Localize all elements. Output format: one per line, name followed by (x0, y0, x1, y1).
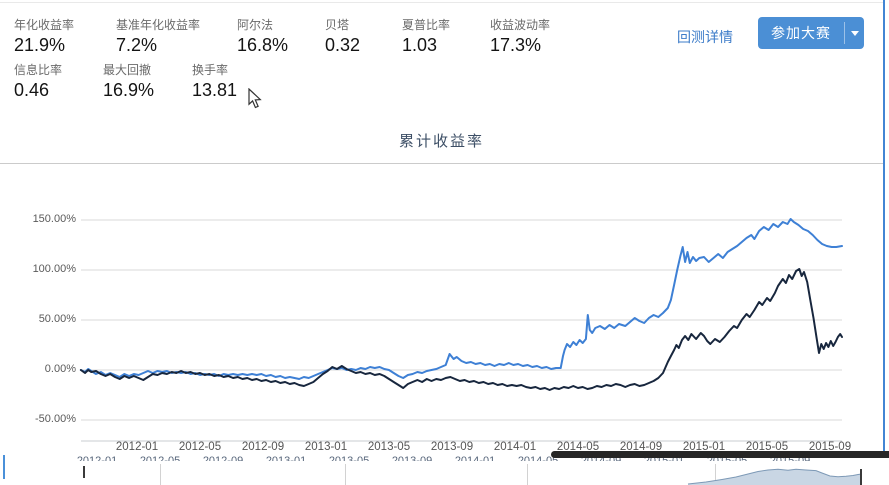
x-tick-label: 2013-05 (367, 441, 411, 453)
x-tick-label: 2013-09 (430, 441, 474, 453)
stat-volatility: 收益波动率 17.3% (490, 18, 550, 55)
clipped-axis-labels: 2012-01 2012-05 2012-09 2013-01 2013-05 2013-… (0, 455, 889, 461)
button-divider (844, 22, 845, 44)
stat-label: 贝塔 (325, 18, 350, 32)
right-panel-border (883, 0, 885, 452)
stat-value: 16.8% (237, 35, 289, 55)
x-tick-label: 2013-01 (304, 441, 348, 453)
stat-label: 阿尔法 (237, 18, 274, 32)
clipped-x-tick-label: 2012-05 (139, 455, 181, 461)
stat-value: 0.46 (14, 80, 50, 100)
y-tick-label: 150.00% (32, 213, 76, 225)
y-tick-label: -50.00% (35, 413, 76, 425)
navigator-left-edge (3, 455, 5, 479)
clipped-x-tick-label: 2014-01 (454, 455, 496, 461)
stat-value: 1.03 (402, 35, 438, 55)
x-tick-label: 2015-09 (808, 441, 852, 453)
x-tick-label: 2015-01 (682, 441, 726, 453)
stat-label: 换手率 (192, 63, 229, 77)
x-tick-label: 2012-01 (115, 441, 159, 453)
y-tick-label: 50.00% (38, 313, 76, 325)
stat-benchmark-annualized-return: 基准年化收益率 7.2% (116, 18, 200, 55)
stat-value: 17.3% (490, 35, 542, 55)
stat-value: 7.2% (116, 35, 158, 55)
stat-value: 16.9% (103, 80, 155, 100)
cumulative-return-chart[interactable] (0, 170, 889, 445)
join-contest-split-button[interactable]: 参加大赛 (758, 17, 864, 49)
stat-max-drawdown: 最大回撤 16.9% (103, 63, 154, 100)
stat-label: 信息比率 (14, 63, 63, 77)
clipped-x-tick-label: 2012-01 (76, 455, 118, 461)
stat-value: 13.81 (192, 80, 238, 100)
stat-label: 基准年化收益率 (116, 18, 201, 32)
x-tick-label: 2014-05 (556, 441, 600, 453)
navigator-area (688, 469, 862, 485)
clipped-x-tick-label: 2013-05 (328, 455, 370, 461)
series-benchmark (79, 268, 843, 391)
join-contest-dropdown[interactable] (845, 30, 864, 36)
stat-value: 21.9% (14, 35, 66, 55)
navigator-gridline (527, 464, 528, 485)
title-divider (0, 163, 883, 164)
clipped-x-tick-label: 2012-09 (202, 455, 244, 461)
chart-title: 累计收益率 (398, 133, 484, 150)
navigator-right-handle[interactable] (860, 469, 862, 485)
stat-label: 最大回撤 (103, 63, 152, 77)
stat-turnover-rate: 换手率 13.81 (192, 63, 237, 100)
navigator-line (687, 468, 863, 485)
chart-series (79, 218, 843, 391)
top-divider (0, 2, 883, 3)
clipped-x-tick-label: 2014-05 (517, 455, 559, 461)
y-tick-label: 100.00% (32, 263, 76, 275)
stat-annualized-return: 年化收益率 21.9% (14, 18, 74, 55)
x-tick-label: 2014-09 (619, 441, 663, 453)
x-tick-label: 2014-01 (493, 441, 537, 453)
clipped-x-tick-label: 2015-09 (769, 455, 811, 461)
x-tick-label: 2012-09 (241, 441, 285, 453)
backtest-detail-link[interactable]: 回测详情 (677, 29, 733, 45)
series-strategy (79, 218, 843, 380)
navigator-gridline (345, 464, 346, 485)
clipped-x-tick-label: 2015-01 (643, 455, 685, 461)
x-tick-label: 2015-05 (745, 441, 789, 453)
stat-beta: 贝塔 0.32 (325, 18, 360, 55)
stat-label: 夏普比率 (402, 18, 451, 32)
navigator-gridline (160, 464, 161, 485)
stat-information-ratio: 信息比率 0.46 (14, 63, 62, 100)
caret-down-icon (850, 30, 859, 36)
chart-gridlines (81, 219, 842, 421)
stat-alpha: 阿尔法 16.8% (237, 18, 288, 55)
scrollbar-thumb[interactable] (551, 451, 889, 458)
navigator-gridline (715, 464, 716, 485)
mouse-cursor-icon (248, 88, 262, 109)
clipped-x-tick-label: 2013-09 (391, 455, 433, 461)
stat-label: 收益波动率 (490, 18, 551, 32)
clipped-x-tick-label: 2015-05 (706, 455, 748, 461)
x-tick-label: 2012-05 (178, 441, 222, 453)
clipped-x-tick-label: 2013-01 (265, 455, 307, 461)
stat-sharpe-ratio: 夏普比率 1.03 (402, 18, 450, 55)
stat-value: 0.32 (325, 35, 361, 55)
y-tick-label: 0.00% (44, 363, 76, 375)
stat-label: 年化收益率 (14, 18, 75, 32)
join-contest-button[interactable]: 参加大赛 (771, 25, 831, 41)
clipped-x-tick-label: 2014-09 (580, 455, 622, 461)
navigator-mini-chart[interactable] (0, 465, 889, 485)
navigator-left-handle[interactable] (83, 466, 85, 478)
